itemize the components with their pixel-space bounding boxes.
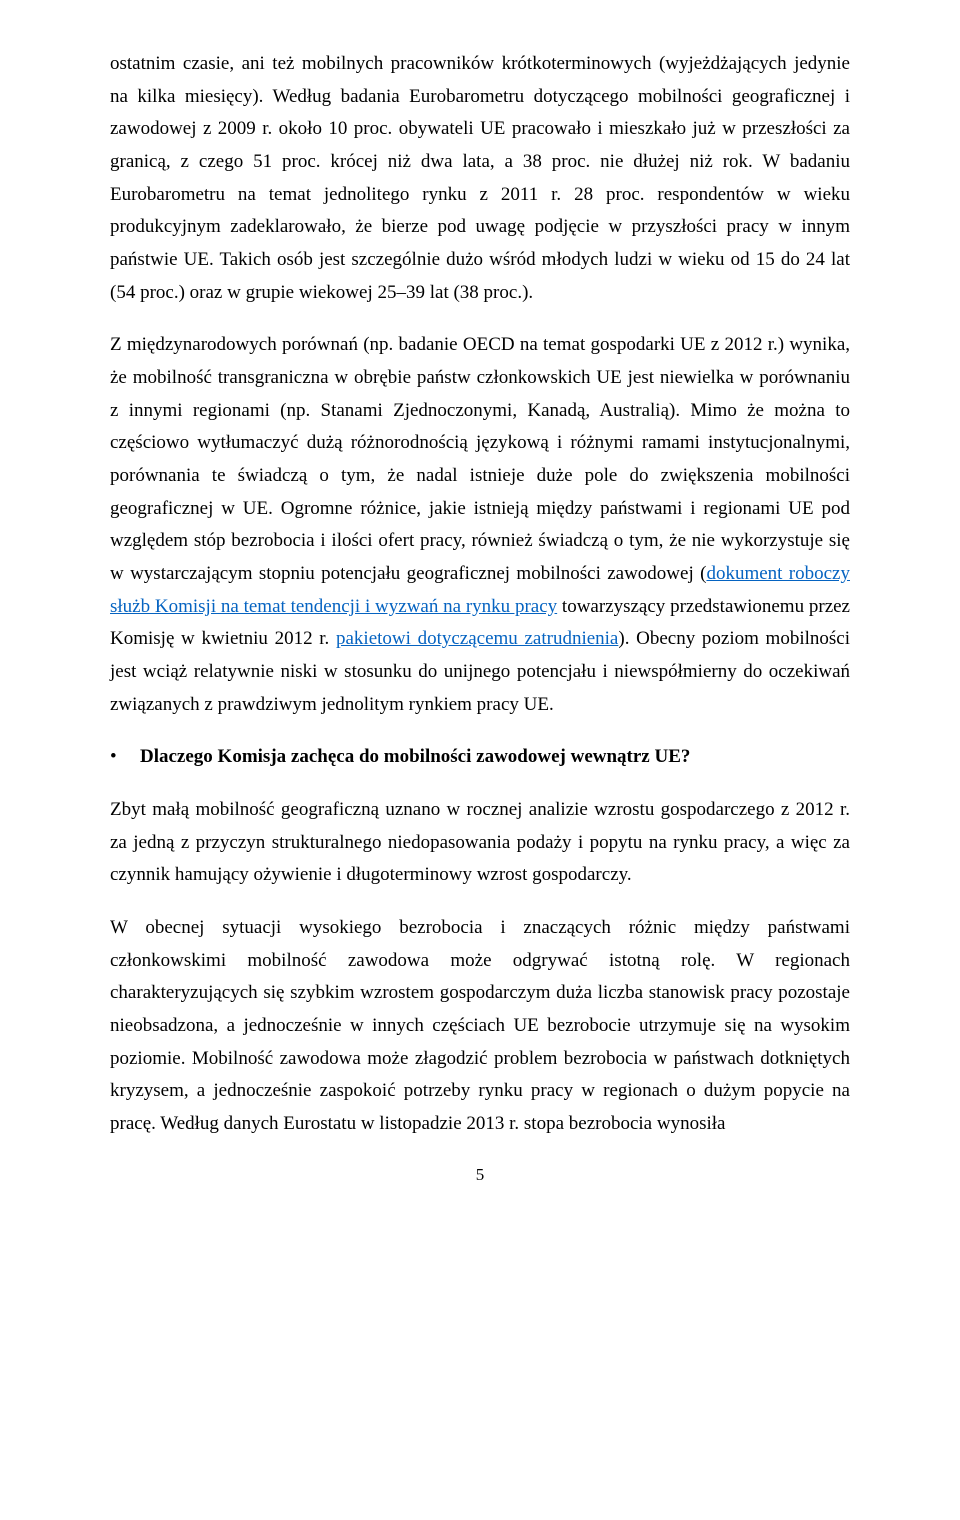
- paragraph-4: W obecnej sytuacji wysokiego bezrobocia …: [110, 912, 850, 1141]
- paragraph-2: Z międzynarodowych porównań (np. badanie…: [110, 329, 850, 721]
- bullet-heading-text: Dlaczego Komisja zachęca do mobilności z…: [140, 741, 690, 774]
- paragraph-3: Zbyt małą mobilność geograficzną uznano …: [110, 794, 850, 892]
- bullet-heading-row: • Dlaczego Komisja zachęca do mobilności…: [110, 741, 850, 774]
- bullet-icon: •: [110, 746, 140, 768]
- paragraph-1: ostatnim czasie, ani też mobilnych praco…: [110, 48, 850, 309]
- document-page: ostatnim czasie, ani też mobilnych praco…: [0, 0, 960, 1225]
- page-number: 5: [110, 1165, 850, 1185]
- link-employment-package[interactable]: pakietowi dotyczącemu zatrudnienia: [336, 628, 618, 649]
- paragraph-2-part-a: Z międzynarodowych porównań (np. badanie…: [110, 334, 850, 584]
